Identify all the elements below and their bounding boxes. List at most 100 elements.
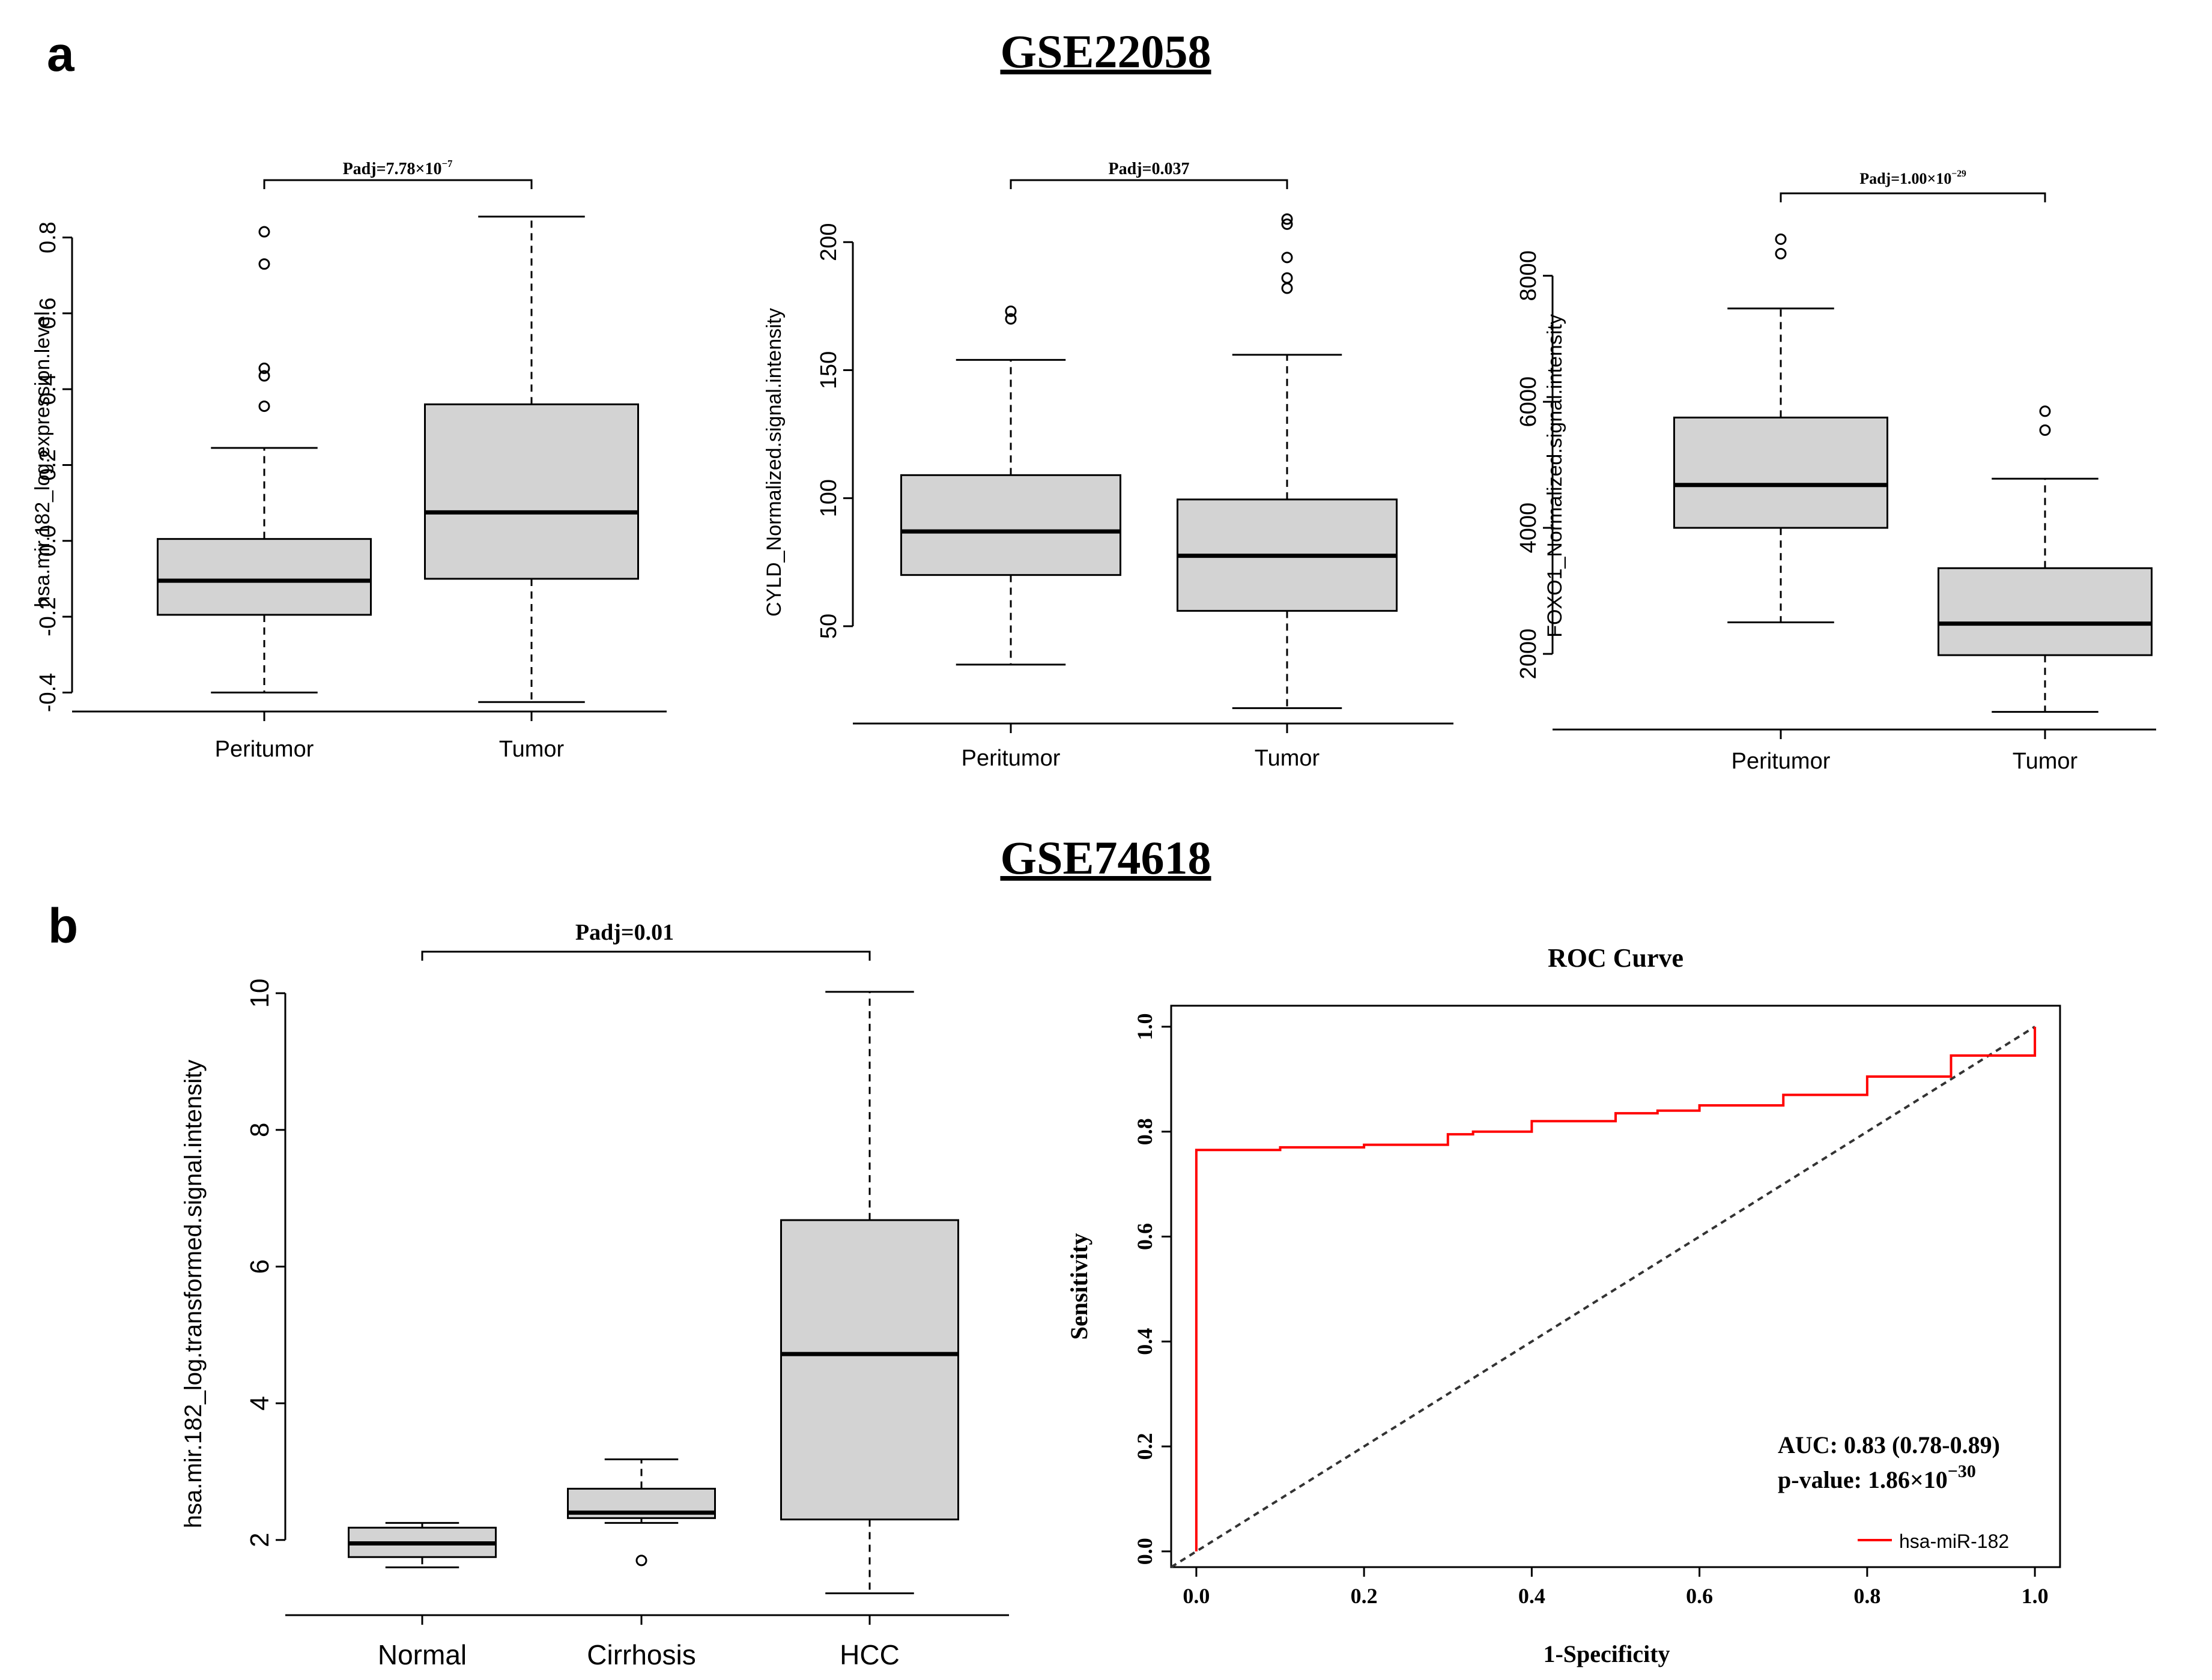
y-tick-label: 200: [816, 223, 841, 261]
outlier-point: [1281, 282, 1293, 294]
y-tick-label: 150: [816, 351, 841, 389]
y-tick-label: 10: [245, 979, 274, 1008]
outlier-point: [1775, 233, 1787, 245]
outlier-point: [2039, 405, 2051, 417]
box-1: [424, 403, 639, 580]
panel-label-b: b: [48, 899, 78, 953]
legend-label: hsa-miR-182: [1899, 1530, 2009, 1552]
x-tick-label: 0.4: [1518, 1584, 1545, 1608]
x-category-label: Cirrhosis: [587, 1639, 695, 1670]
x-category-label: Peritumor: [1732, 749, 1831, 774]
outlier-point: [635, 1555, 647, 1567]
x-tick-label: 1.0: [2022, 1584, 2049, 1608]
outlier-point: [1005, 313, 1017, 325]
y-axis-label: CYLD_Normalized.signal.intensity: [763, 308, 786, 617]
significance-bracket: [263, 179, 533, 189]
plot-frame: [1170, 1005, 2061, 1568]
y-tick-label: 0.6: [1133, 1223, 1157, 1250]
y-tick-label: -0.2: [35, 597, 61, 636]
x-category-label: HCC: [840, 1639, 900, 1670]
x-tick-label: 0.8: [1853, 1584, 1880, 1608]
outlier-point: [1281, 272, 1293, 284]
x-category-label: Tumor: [499, 737, 565, 762]
x-category-label: Tumor: [1255, 746, 1320, 771]
outlier-point: [2039, 424, 2051, 436]
reference-diagonal: [1170, 1026, 2036, 1568]
y-tick-label: 2000: [1516, 629, 1541, 680]
y-tick-label: 2: [245, 1533, 274, 1547]
x-category-label: Normal: [378, 1639, 467, 1670]
x-tick-label: 0.6: [1686, 1584, 1713, 1608]
significance-prefix: Padj=0.01: [575, 920, 674, 945]
x-category-label: Tumor: [2013, 749, 2078, 774]
x-category-label: Peritumor: [962, 746, 1061, 771]
significance-label: Padj=0.037: [1109, 160, 1190, 178]
significance-exponent: −29: [1951, 169, 1966, 179]
y-tick-label: 8: [245, 1123, 274, 1137]
significance-prefix: Padj=7.78×10: [343, 160, 442, 178]
outlier-point: [258, 400, 270, 412]
x-tick-label: 0.2: [1351, 1584, 1378, 1608]
significance-bracket: [421, 950, 871, 961]
outlier-point: [258, 226, 270, 238]
box-1: [1938, 567, 2153, 656]
box-0: [157, 538, 372, 616]
y-tick-label: 4: [245, 1396, 274, 1410]
y-axis-label: Sensitivity: [1065, 1233, 1092, 1340]
y-tick-label: 0.2: [35, 449, 61, 481]
boxplot-foxo1: 2000 4000 6000 8000FOXO1_Normalized.signal.…: [1516, 169, 2156, 774]
roc-curve-line: [1195, 1026, 2037, 1552]
outlier-point: [1281, 213, 1293, 225]
boxplot-cyld: 50 100 150 200 CYLD_Normalized.signal.intens…: [763, 160, 1453, 771]
section-title-a: GSE22058: [1000, 25, 1211, 77]
y-tick-label: -0.4: [35, 673, 61, 712]
pvalue-text: p-value: 1.86×10−30: [1778, 1461, 1976, 1493]
x-tick-label: 0.0: [1183, 1584, 1210, 1608]
outlier-point: [258, 258, 270, 270]
significance-bracket: [1010, 179, 1288, 189]
outlier-point: [1281, 252, 1293, 264]
section-title-b: GSE74618: [1000, 832, 1211, 884]
y-tick-label: 0.6: [35, 297, 61, 329]
box-0: [1673, 416, 1888, 529]
outlier-point: [1775, 247, 1787, 259]
x-category-label: Peritumor: [215, 737, 314, 762]
y-tick-label: 0.4: [1133, 1328, 1157, 1355]
legend-box: [1844, 1519, 2057, 1564]
y-tick-label: 6: [245, 1259, 274, 1274]
significance-label: Padj=7.78×10−7: [343, 158, 453, 178]
y-tick-label: 0.0: [1133, 1538, 1157, 1565]
pvalue-exponent: −30: [1948, 1461, 1976, 1481]
significance-label: Padj=0.01: [575, 920, 674, 945]
auc-text: AUC: 0.83 (0.78-0.89): [1778, 1431, 2000, 1458]
significance-bracket: [1780, 192, 2046, 202]
y-tick-label: 1.0: [1133, 1013, 1157, 1040]
significance-prefix: Padj=0.037: [1109, 160, 1190, 178]
significance-label: Padj=1.00×10−29: [1859, 169, 1966, 187]
outlier-point: [1005, 305, 1017, 317]
significance-exponent: −7: [441, 158, 452, 169]
y-tick-label: 50: [816, 614, 841, 639]
y-tick-label: 0.2: [1133, 1433, 1157, 1460]
y-tick-label: 100: [816, 479, 841, 517]
y-axis-label: FOXO1_Normalized.signal.intensity: [1544, 314, 1566, 638]
outlier-point: [258, 370, 270, 382]
y-tick-label: 0.0: [35, 525, 61, 557]
boxplot-mir182-gse74618: 2 4 6 8 10 hsa.mir.182_log.transformed.signal…: [180, 920, 1009, 1670]
y-tick-label: 6000: [1516, 376, 1541, 428]
outlier-point: [1281, 218, 1293, 230]
x-axis-label: 1-Specificity: [1543, 1640, 1670, 1667]
y-axis-label: hsa.mir.182_log.expression.level: [31, 311, 54, 607]
y-tick-label: 0.8: [1133, 1118, 1157, 1145]
boxplot-mir182-gse22058: -0.4 -0.2 0.0 0.2 0.4 0.6 0.8 hsa.mir.182_log.e…: [31, 158, 667, 762]
panel-label-a: a: [47, 27, 75, 82]
roc-chart: 0.0 0.2 0.4 0.6 0.8 1.0 0.0 0.2 0.4 0.6 0.8 1.0 ROC …: [1065, 943, 2061, 1667]
y-tick-label: 8000: [1516, 250, 1541, 301]
significance-prefix: Padj=1.00×10: [1859, 170, 1951, 187]
pvalue-prefix: p-value: 1.86×10: [1778, 1466, 1948, 1493]
box-2: [780, 1219, 959, 1521]
outlier-point: [258, 362, 270, 374]
y-tick-label: 4000: [1516, 503, 1541, 554]
chart-title: ROC Curve: [1548, 943, 1683, 973]
